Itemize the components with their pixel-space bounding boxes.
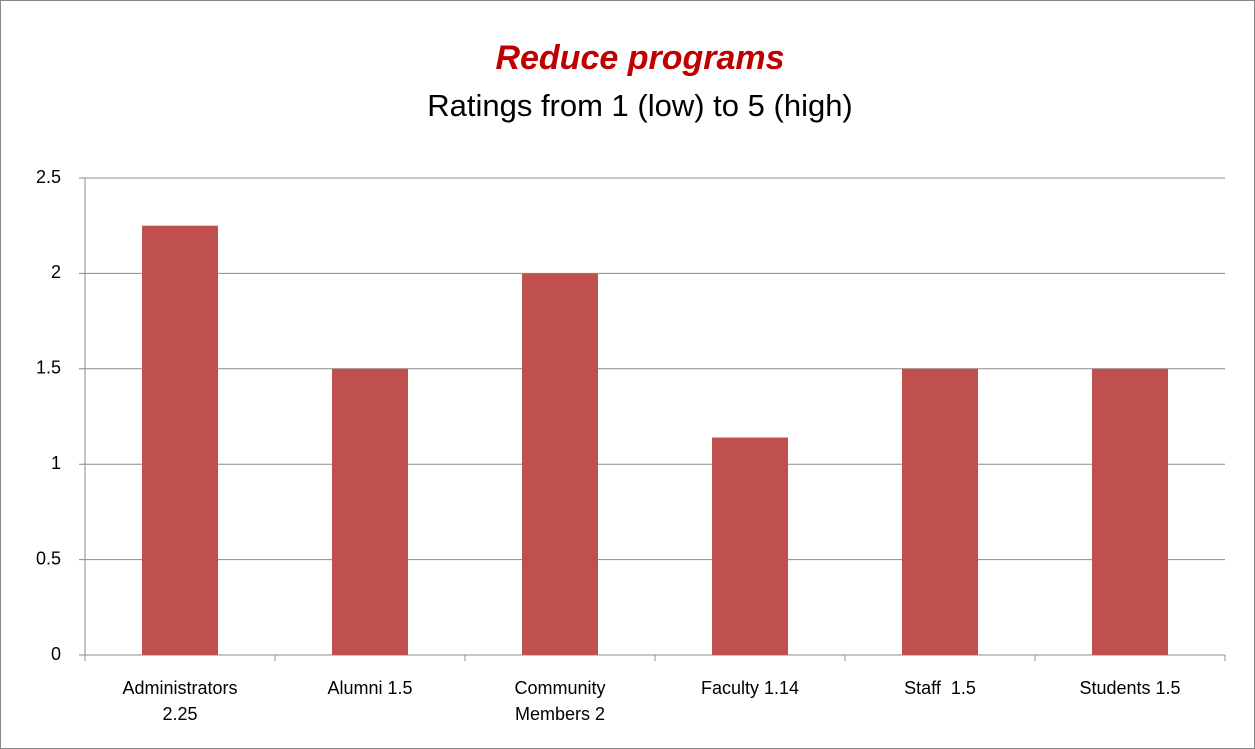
bar [902, 368, 978, 655]
y-tick-label: 2 [51, 262, 61, 282]
y-tick-label: 0 [51, 644, 61, 664]
bar [332, 368, 408, 655]
x-tick-label: Staff 1.5 [904, 678, 976, 698]
x-tick-label: Faculty 1.14 [700, 678, 800, 698]
bar [522, 273, 598, 655]
chart-subtitle: Ratings from 1 (low) to 5 (high) [427, 88, 853, 123]
x-tick-label: Administrators 2.25 [122, 678, 243, 724]
y-tick-label: 1.5 [36, 358, 61, 378]
y-tick-label: 2.5 [36, 167, 61, 187]
bar [142, 225, 218, 655]
bar [1092, 368, 1168, 655]
y-tick-label: 0.5 [36, 548, 61, 568]
x-tick-label: Alumni 1.5 [327, 678, 413, 698]
x-tick-label: Community Members 2 [514, 678, 611, 724]
x-tick-label: Students 1.5 [1079, 678, 1181, 698]
y-tick-label: 1 [51, 453, 61, 473]
bar [712, 437, 788, 655]
chart-title: Reduce programs [495, 39, 784, 77]
